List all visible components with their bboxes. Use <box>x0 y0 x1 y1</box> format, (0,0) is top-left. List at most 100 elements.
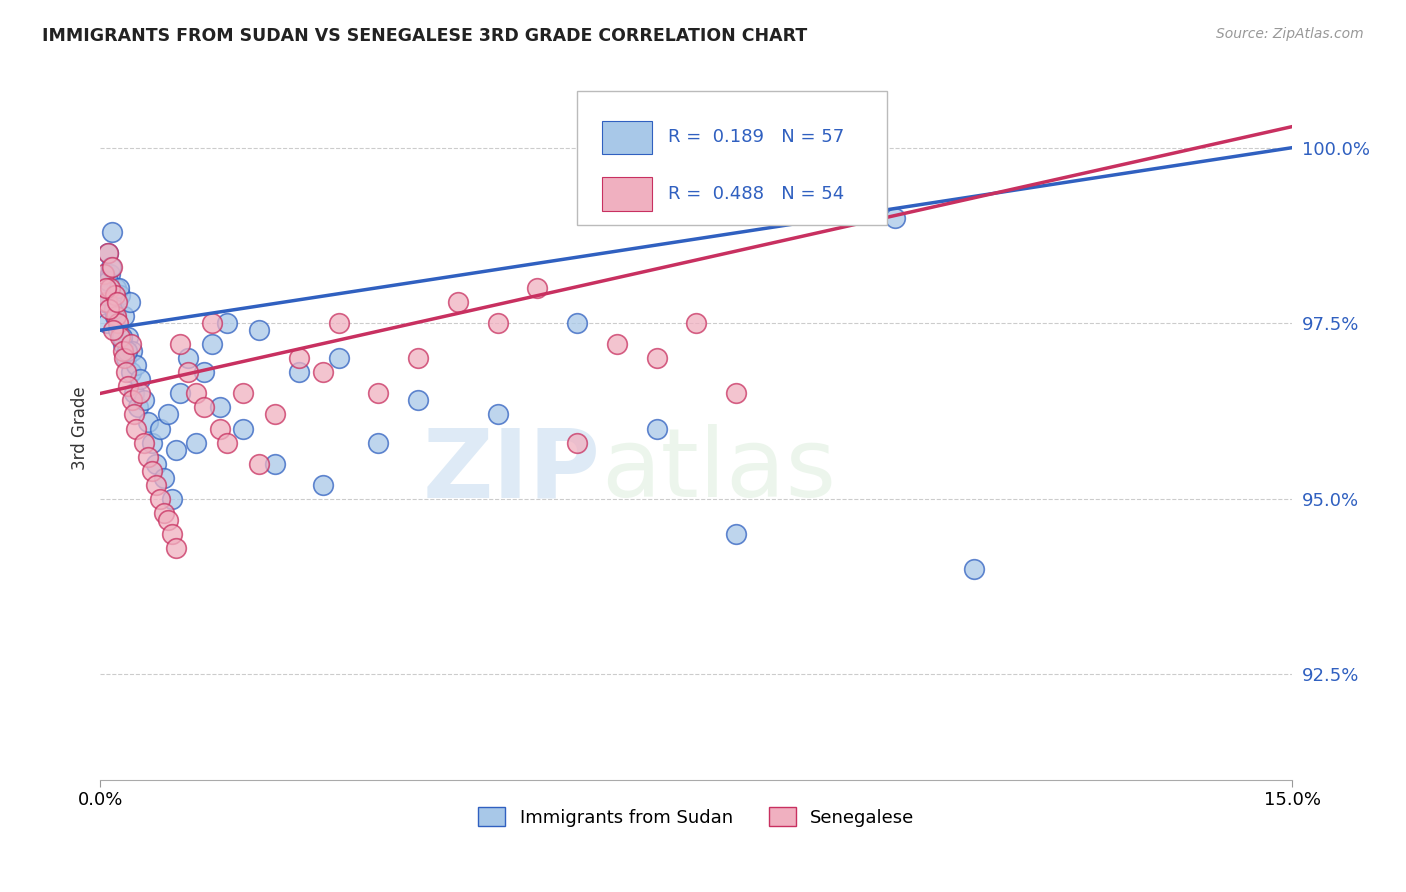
Legend: Immigrants from Sudan, Senegalese: Immigrants from Sudan, Senegalese <box>471 800 922 834</box>
Point <box>112 309 135 323</box>
Point <box>288 365 311 379</box>
Point <box>100 260 122 274</box>
Point <box>129 386 152 401</box>
Point <box>200 337 222 351</box>
Point <box>169 337 191 351</box>
Point <box>526 281 548 295</box>
FancyBboxPatch shape <box>602 177 652 211</box>
Point <box>145 457 167 471</box>
Point <box>149 491 172 506</box>
Point <box>141 464 163 478</box>
Point <box>208 401 231 415</box>
Point <box>208 421 231 435</box>
Point <box>122 386 145 401</box>
Point <box>160 526 183 541</box>
Point <box>883 211 905 225</box>
Point <box>104 288 127 302</box>
Point <box>105 309 128 323</box>
Point <box>165 541 187 555</box>
Point <box>153 471 176 485</box>
Point <box>606 337 628 351</box>
Point <box>98 281 121 295</box>
Point <box>120 337 142 351</box>
Point <box>111 330 134 344</box>
Point <box>184 435 207 450</box>
Point <box>120 365 142 379</box>
Point <box>153 506 176 520</box>
Point <box>565 435 588 450</box>
Point <box>406 351 429 366</box>
Point <box>156 513 179 527</box>
Text: Source: ZipAtlas.com: Source: ZipAtlas.com <box>1216 27 1364 41</box>
Point <box>486 316 509 330</box>
Point <box>125 359 148 373</box>
Point <box>141 435 163 450</box>
Point <box>121 393 143 408</box>
Point <box>96 295 118 310</box>
Point <box>288 351 311 366</box>
Point <box>101 260 124 274</box>
Point <box>232 421 254 435</box>
Point <box>129 372 152 386</box>
Point <box>149 421 172 435</box>
Point <box>111 344 134 359</box>
Point <box>447 295 470 310</box>
Text: IMMIGRANTS FROM SUDAN VS SENEGALESE 3RD GRADE CORRELATION CHART: IMMIGRANTS FROM SUDAN VS SENEGALESE 3RD … <box>42 27 807 45</box>
Point <box>94 281 117 295</box>
Point <box>114 351 136 366</box>
Point <box>132 435 155 450</box>
Point <box>200 316 222 330</box>
Point <box>114 365 136 379</box>
Point <box>328 316 350 330</box>
Point <box>98 302 121 317</box>
Text: ZIP: ZIP <box>423 425 600 517</box>
Point <box>105 295 128 310</box>
Point <box>156 408 179 422</box>
Point <box>103 302 125 317</box>
Point <box>247 457 270 471</box>
Point <box>104 309 127 323</box>
Point <box>724 386 747 401</box>
Point <box>115 344 138 359</box>
Point <box>217 435 239 450</box>
Point <box>101 225 124 239</box>
Point <box>136 415 159 429</box>
Point <box>107 316 129 330</box>
Point <box>101 323 124 337</box>
Point <box>117 379 139 393</box>
Point <box>232 386 254 401</box>
Point <box>121 344 143 359</box>
Point <box>184 386 207 401</box>
Y-axis label: 3rd Grade: 3rd Grade <box>72 387 89 470</box>
Point <box>724 526 747 541</box>
Point <box>96 274 118 288</box>
Point <box>122 408 145 422</box>
Point <box>145 477 167 491</box>
Point <box>96 316 118 330</box>
Point <box>94 288 117 302</box>
Point <box>117 330 139 344</box>
Point <box>193 365 215 379</box>
Point <box>107 281 129 295</box>
Point <box>127 401 149 415</box>
Point <box>367 386 389 401</box>
Point <box>136 450 159 464</box>
Text: atlas: atlas <box>600 425 837 517</box>
Point <box>118 295 141 310</box>
Point <box>160 491 183 506</box>
Point <box>367 435 389 450</box>
Point <box>645 421 668 435</box>
Point <box>110 288 132 302</box>
Point <box>264 408 287 422</box>
Point <box>177 351 200 366</box>
Point <box>645 351 668 366</box>
Point <box>312 477 335 491</box>
Text: R =  0.189   N = 57: R = 0.189 N = 57 <box>668 128 844 146</box>
Point <box>565 316 588 330</box>
FancyBboxPatch shape <box>576 92 887 225</box>
Point <box>165 442 187 457</box>
Point <box>177 365 200 379</box>
Point <box>685 316 707 330</box>
FancyBboxPatch shape <box>602 120 652 154</box>
Point <box>107 323 129 337</box>
